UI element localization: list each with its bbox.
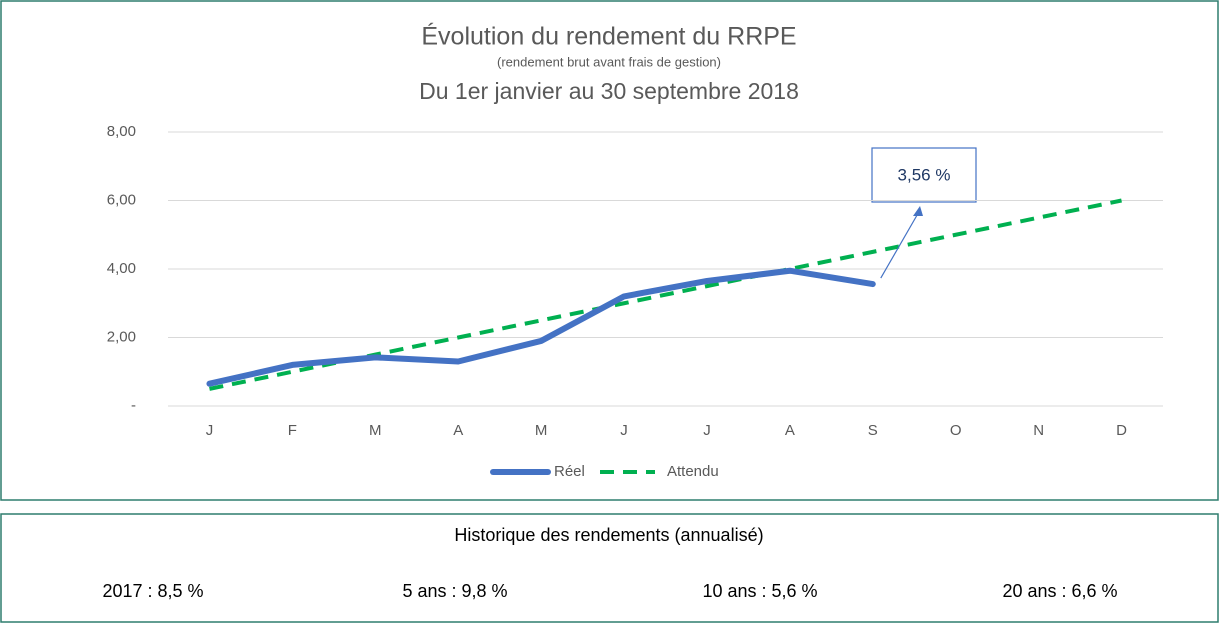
series-line xyxy=(206,267,876,387)
x-tick-label: M xyxy=(369,422,382,439)
chart-subtitle: (rendement brut avant frais de gestion) xyxy=(497,54,721,69)
chart-period: Du 1er janvier au 30 septembre 2018 xyxy=(419,78,799,104)
history-item: 10 ans : 5,6 % xyxy=(702,581,817,601)
chart-frame xyxy=(0,0,1219,501)
annotation-arrow xyxy=(880,209,921,279)
series-line xyxy=(209,198,1122,391)
y-tick-label: 2,00 xyxy=(107,328,136,345)
annotation: 3,56 % xyxy=(898,165,951,184)
x-tick-label: N xyxy=(1033,422,1044,439)
y-tick-label: 6,00 xyxy=(107,191,136,208)
chart-title: Évolution du rendement du RRPE xyxy=(421,22,796,51)
y-tick-label: 4,00 xyxy=(107,260,136,277)
y-tick-label: - xyxy=(131,397,136,414)
x-tick-label: J xyxy=(206,422,214,439)
x-tick-label: F xyxy=(288,422,297,439)
history-item: 2017 : 8,5 % xyxy=(102,581,203,601)
history-item: 5 ans : 9,8 % xyxy=(402,581,507,601)
annotation-box xyxy=(871,147,977,203)
x-tick-label: A xyxy=(785,422,795,439)
x-tick-label: J xyxy=(620,422,628,439)
x-tick-label: S xyxy=(868,422,878,439)
x-tick-label: A xyxy=(453,422,463,439)
history-title: Historique des rendements (annualisé) xyxy=(454,525,763,545)
annotation-arrowhead xyxy=(913,206,923,216)
history-item: 20 ans : 6,6 % xyxy=(1002,581,1117,601)
legend-label: Réel xyxy=(554,463,585,480)
x-tick-label: O xyxy=(950,422,962,439)
legend-label: Attendu xyxy=(667,463,719,480)
x-tick-label: M xyxy=(535,422,548,439)
y-tick-label: 8,00 xyxy=(107,123,136,140)
x-tick-label: D xyxy=(1116,422,1127,439)
history-frame xyxy=(0,513,1219,623)
x-tick-label: J xyxy=(703,422,711,439)
